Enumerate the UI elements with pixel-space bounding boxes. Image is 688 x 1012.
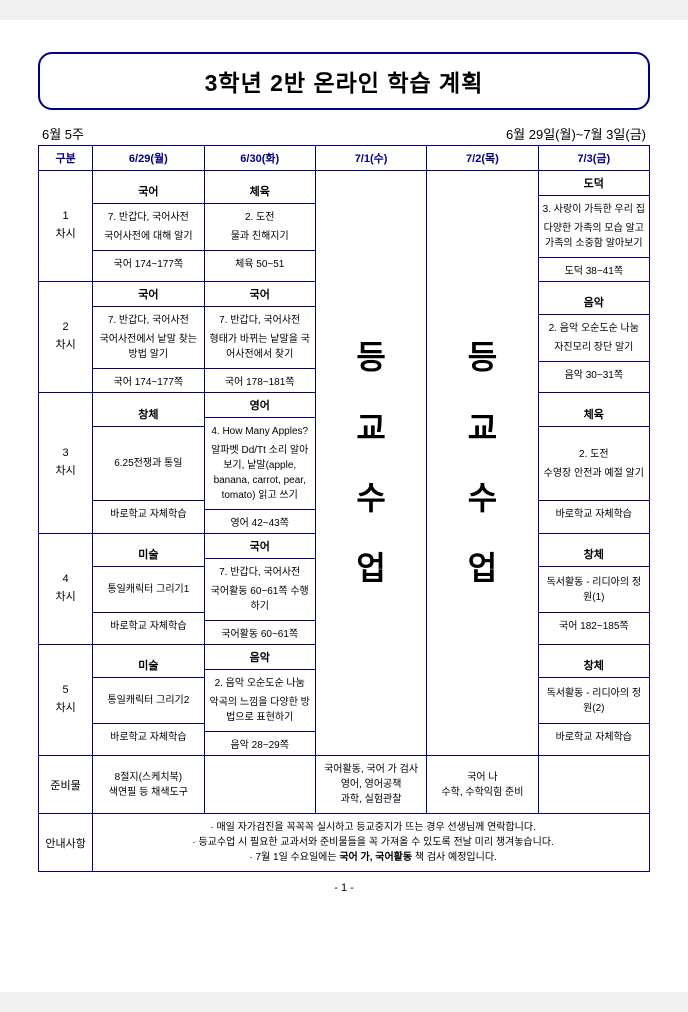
notice-item: 등교수업 시 필요한 교과서와 준비물들을 꼭 가져올 수 있도록 전날 미리 … — [101, 835, 645, 850]
page-ref: 국어 178~181쪽 — [205, 369, 315, 392]
topic-text: 독서활동 - 리디아의 정원(2) — [539, 678, 649, 724]
prep-wed: 국어활동, 국어 가 검사영어, 영어공책과학, 실험관찰 — [315, 756, 426, 814]
page-ref: 도덕 38~41쪽 — [539, 258, 649, 281]
document-page: 3학년 2반 온라인 학습 계획 6월 5주 6월 29일(월)~7월 3일(금… — [0, 20, 688, 992]
schedule-table: 구분 6/29(월) 6/30(화) 7/1(수) 7/2(목) 7/3(금) … — [38, 145, 650, 872]
page-number: - 1 - — [38, 882, 650, 894]
page-ref: 국어 174~177쪽 — [93, 251, 203, 274]
schedule-cell: 미술통일캐릭터 그리기1바로학교 자체학습 — [93, 534, 204, 645]
topic-text: 3. 사랑이 가득한 우리 집다양한 가족의 모습 알고 가족의 소중함 알아보… — [539, 196, 649, 258]
subject-label: 창체 — [539, 653, 649, 678]
schedule-cell: 창체6.25전쟁과 통일바로학교 자체학습 — [93, 393, 204, 534]
week-label: 6월 5주 — [42, 124, 84, 143]
topic-text: 7. 반갑다, 국어사전국어사전에 대해 알기 — [93, 204, 203, 251]
page-ref: 국어 174~177쪽 — [93, 369, 203, 392]
schedule-cell: 국어7. 반갑다, 국어사전국어사전에서 낱말 찾는 방법 알기국어 174~1… — [93, 282, 204, 393]
prep-row: 준비물8절지(스케치북)색연필 등 채색도구 국어활동, 국어 가 검사영어, 영… — [39, 756, 650, 814]
subject-label: 국어 — [205, 534, 315, 559]
prep-thu: 국어 나수학, 수학익힘 준비 — [427, 756, 538, 814]
page-ref: 바로학교 자체학습 — [93, 613, 203, 636]
period-label: 3차시 — [39, 393, 93, 534]
page-ref: 바로학교 자체학습 — [93, 501, 203, 524]
topic-text: 6.25전쟁과 통일 — [93, 427, 203, 501]
in-school-cell-wed: 등교수업 — [315, 171, 426, 756]
period-label: 1차시 — [39, 171, 93, 282]
subject-label: 음악 — [205, 645, 315, 670]
subject-label: 도덕 — [539, 171, 649, 196]
notice-label: 안내사항 — [39, 814, 93, 872]
subject-label: 창체 — [93, 402, 203, 427]
notice-item: 매일 자가검진을 꼭꼭꼭 실시하고 등교중지가 뜨는 경우 선생님께 연락합니다… — [101, 820, 645, 835]
notice-row: 안내사항 매일 자가검진을 꼭꼭꼭 실시하고 등교중지가 뜨는 경우 선생님께 연… — [39, 814, 650, 872]
topic-text: 2. 도전수영장 안전과 예절 알기 — [539, 427, 649, 501]
topic-text: 독서활동 - 리디아의 정원(1) — [539, 567, 649, 613]
topic-text: 2. 음악 오순도순 나눔악곡의 느낌을 다양한 방법으로 표현하기 — [205, 670, 315, 732]
page-ref: 음악 28~29쪽 — [205, 732, 315, 755]
subheader: 6월 5주 6월 29일(월)~7월 3일(금) — [38, 124, 650, 143]
col-wed: 7/1(수) — [315, 146, 426, 171]
in-school-cell-thu: 등교수업 — [427, 171, 538, 756]
prep-label: 준비물 — [39, 756, 93, 814]
page-ref: 바로학교 자체학습 — [539, 501, 649, 524]
topic-text: 2. 음악 오순도순 나눔자진모리 장단 알기 — [539, 315, 649, 362]
page-ref: 영어 42~43쪽 — [205, 510, 315, 533]
subject-label: 체육 — [205, 179, 315, 204]
topic-text: 7. 반갑다, 국어사전형태가 바뀌는 낱말을 국어사전에서 찾기 — [205, 307, 315, 369]
prep-fri — [538, 756, 649, 814]
page-title: 3학년 2반 온라인 학습 계획 — [205, 70, 484, 96]
topic-text: 통일캐릭터 그리기2 — [93, 678, 203, 724]
topic-text: 2. 도전물과 친해지기 — [205, 204, 315, 251]
schedule-cell: 미술통일캐릭터 그리기2바로학교 자체학습 — [93, 645, 204, 756]
schedule-cell: 국어7. 반갑다, 국어사전국어사전에 대해 알기국어 174~177쪽 — [93, 171, 204, 282]
date-range: 6월 29일(월)~7월 3일(금) — [506, 124, 646, 143]
schedule-cell: 음악2. 음악 오순도순 나눔악곡의 느낌을 다양한 방법으로 표현하기음악 2… — [204, 645, 315, 756]
subject-label: 미술 — [93, 653, 203, 678]
prep-mon: 8절지(스케치북)색연필 등 채색도구 — [93, 756, 204, 814]
schedule-cell: 도덕3. 사랑이 가득한 우리 집다양한 가족의 모습 알고 가족의 소중함 알… — [538, 171, 649, 282]
topic-text: 7. 반갑다, 국어사전국어활동 60~61쪽 수행하기 — [205, 559, 315, 621]
page-ref: 국어활동 60~61쪽 — [205, 621, 315, 644]
page-ref: 바로학교 자체학습 — [93, 724, 203, 747]
page-ref: 국어 182~185쪽 — [539, 613, 649, 636]
schedule-cell: 창체독서활동 - 리디아의 정원(2)바로학교 자체학습 — [538, 645, 649, 756]
subject-label: 국어 — [93, 282, 203, 307]
notice-item: 7월 1일 수요일에는 국어 가, 국어활동 책 검사 예정입니다. — [101, 850, 645, 865]
notice-content: 매일 자가검진을 꼭꼭꼭 실시하고 등교중지가 뜨는 경우 선생님께 연락합니다… — [93, 814, 650, 872]
title-box: 3학년 2반 온라인 학습 계획 — [38, 52, 650, 110]
subject-label: 창체 — [539, 542, 649, 567]
period-row: 1차시국어7. 반갑다, 국어사전국어사전에 대해 알기국어 174~177쪽체… — [39, 171, 650, 282]
topic-text: 4. How Many Apples?알파벳 Dd/Tt 소리 알아보기, 낱말… — [205, 418, 315, 510]
page-ref: 음악 30~31쪽 — [539, 362, 649, 385]
subject-label: 체육 — [539, 402, 649, 427]
col-mon: 6/29(월) — [93, 146, 204, 171]
col-fri: 7/3(금) — [538, 146, 649, 171]
col-label: 구분 — [39, 146, 93, 171]
period-label: 4차시 — [39, 534, 93, 645]
topic-text: 통일캐릭터 그리기1 — [93, 567, 203, 613]
prep-tue — [204, 756, 315, 814]
schedule-cell: 체육2. 도전수영장 안전과 예절 알기바로학교 자체학습 — [538, 393, 649, 534]
schedule-cell: 음악2. 음악 오순도순 나눔자진모리 장단 알기음악 30~31쪽 — [538, 282, 649, 393]
col-tue: 6/30(화) — [204, 146, 315, 171]
schedule-cell: 창체독서활동 - 리디아의 정원(1)국어 182~185쪽 — [538, 534, 649, 645]
subject-label: 미술 — [93, 542, 203, 567]
schedule-cell: 영어4. How Many Apples?알파벳 Dd/Tt 소리 알아보기, … — [204, 393, 315, 534]
schedule-cell: 체육2. 도전물과 친해지기체육 50~51 — [204, 171, 315, 282]
schedule-cell: 국어7. 반갑다, 국어사전국어활동 60~61쪽 수행하기국어활동 60~61… — [204, 534, 315, 645]
subject-label: 영어 — [205, 393, 315, 418]
period-label: 5차시 — [39, 645, 93, 756]
schedule-cell: 국어7. 반갑다, 국어사전형태가 바뀌는 낱말을 국어사전에서 찾기국어 17… — [204, 282, 315, 393]
topic-text: 7. 반갑다, 국어사전국어사전에서 낱말 찾는 방법 알기 — [93, 307, 203, 369]
period-label: 2차시 — [39, 282, 93, 393]
subject-label: 국어 — [93, 179, 203, 204]
page-ref: 바로학교 자체학습 — [539, 724, 649, 747]
subject-label: 음악 — [539, 290, 649, 315]
page-ref: 체육 50~51 — [205, 251, 315, 274]
col-thu: 7/2(목) — [427, 146, 538, 171]
subject-label: 국어 — [205, 282, 315, 307]
header-row: 구분 6/29(월) 6/30(화) 7/1(수) 7/2(목) 7/3(금) — [39, 146, 650, 171]
